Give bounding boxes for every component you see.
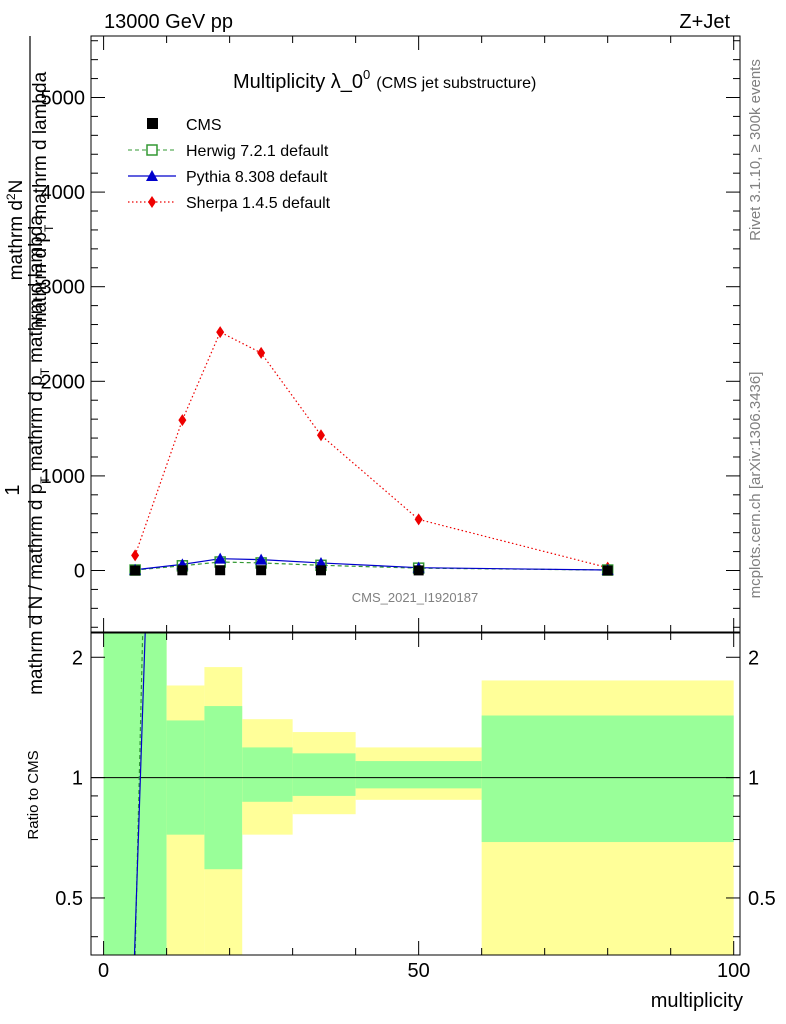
- y-label-denom-sub: T: [38, 476, 52, 484]
- header-right: Z+Jet: [679, 11, 730, 33]
- legend-cms-label: CMS: [186, 117, 222, 134]
- ratio-bands: [103, 633, 734, 955]
- ratio-ytick-label-right: 0.5: [748, 888, 776, 910]
- cms-point: [177, 565, 188, 576]
- y-label-numerator: 1: [2, 484, 24, 495]
- pythia-ratio-line: [133, 632, 146, 956]
- main-ytick-label: 4000: [41, 182, 86, 204]
- ratio-ytick-label: 1: [72, 768, 83, 790]
- ratio-ytick-labels: 0.5 0.5 1 1 2 2: [55, 647, 776, 910]
- ratio-band-inner: [481, 715, 734, 843]
- cms-point: [256, 565, 267, 576]
- y-label-top: mathrm d2N: [4, 180, 27, 281]
- y-label-denom-sub2: T: [38, 367, 52, 375]
- ratio-ticks: [91, 633, 740, 955]
- sherpa-point: [257, 346, 266, 359]
- cms-point: [602, 565, 613, 576]
- pythia-point: [214, 552, 227, 564]
- sherpa-point: [316, 429, 325, 442]
- analysis-watermark: CMS_2021_I1920187: [352, 590, 479, 605]
- main-ticks: [91, 36, 740, 632]
- ratio-xtick-labels: 0 50 100: [98, 960, 750, 982]
- main-panel-frame: [90, 35, 741, 633]
- xtick-label: 100: [717, 960, 750, 982]
- main-ytick-label: 2000: [41, 371, 86, 393]
- main-ytick-label: 0: [74, 561, 85, 583]
- main-ytick-label: 3000: [41, 277, 86, 299]
- y-label-dp: mathrm d p: [30, 232, 51, 328]
- xtick-label: 0: [98, 960, 109, 982]
- chart-title-suffix: (CMS jet substructure): [376, 75, 536, 92]
- sherpa-point: [216, 326, 225, 339]
- legend-pythia-marker: [146, 170, 158, 181]
- ratio-ytick-label-right: 1: [748, 768, 759, 790]
- y-label-top-2: mathrm d pTmathrm d lambda: [30, 71, 56, 328]
- ratio-band-inner: [204, 706, 243, 870]
- legend-cms-marker: [147, 118, 158, 129]
- main-ytick-label: 1000: [41, 466, 86, 488]
- y-label-denom-a: mathrm d N / mathrm d p: [26, 484, 47, 695]
- chart-title-main: Multiplicity λ_0: [233, 71, 363, 93]
- cms-point: [130, 565, 141, 576]
- sherpa-point: [131, 549, 140, 562]
- ratio-band-inner: [242, 747, 293, 802]
- ratio-lines: [133, 632, 146, 956]
- series-markers: [129, 326, 614, 576]
- pythia-line: [135, 558, 608, 571]
- legend-herwig-label: Herwig 7.2.1 default: [186, 143, 329, 160]
- series-lines: [134, 331, 608, 571]
- legend-herwig-marker: [146, 144, 158, 156]
- chart-title-sup: 0: [363, 67, 370, 82]
- chart-title: Multiplicity λ_00 (CMS jet substructure): [233, 67, 536, 93]
- ratio-ytick-label: 2: [72, 647, 83, 669]
- ratio-band-inner: [292, 753, 356, 796]
- ratio-panel-frame: [90, 632, 741, 956]
- y-label-top-n: N: [6, 180, 27, 194]
- legend-pythia-label: Pythia 8.308 default: [186, 169, 328, 186]
- y-label-top-sup: 2: [4, 193, 18, 200]
- sherpa-point: [414, 513, 423, 526]
- main-ytick-labels: 0 1000 2000 3000 4000 5000: [41, 87, 86, 582]
- legend-sherpa-marker: [148, 196, 156, 208]
- xtick-label: 50: [408, 960, 430, 982]
- legend: CMS Herwig 7.2.1 default Pythia 8.308 de…: [128, 117, 331, 212]
- ratio-ytick-label-right: 2: [748, 647, 759, 669]
- legend-sherpa-label: Sherpa 1.4.5 default: [186, 195, 331, 212]
- ratio-panel: 0.5 0.5 1 1 2 2 0 50 100 Ratio to CMS multiplic…: [25, 632, 776, 1012]
- mcplots-label: mcplots.cern.ch [arXiv:1306.3436]: [747, 372, 764, 599]
- ratio-y-label: Ratio to CMS: [25, 750, 42, 839]
- y-label-denom-c: mathrm d lambda: [26, 215, 47, 363]
- header-left: 13000 GeV pp: [104, 11, 233, 33]
- y-label-top-d: mathrm d: [6, 200, 27, 280]
- ratio-ytick-label: 0.5: [55, 888, 83, 910]
- ratio-band-inner: [355, 761, 482, 789]
- x-axis-label: multiplicity: [651, 990, 743, 1012]
- y-label-denom-b: mathrm d p: [26, 375, 47, 471]
- rivet-version-label: Rivet 3.1.10, ≥ 300k events: [747, 59, 764, 241]
- y-label-dlambda: mathrm d lambda: [30, 71, 51, 219]
- cms-point: [215, 565, 226, 576]
- herwig-ratio-line: [134, 632, 144, 956]
- y-label-dp-sub: T: [42, 224, 56, 232]
- pythia-point: [314, 556, 327, 568]
- cms-point: [413, 565, 424, 576]
- cms-point: [315, 565, 326, 576]
- sherpa-point: [178, 414, 187, 427]
- main-ytick-label: 5000: [41, 87, 86, 109]
- ratio-band-inner: [103, 633, 167, 955]
- sherpa-line: [134, 331, 608, 569]
- main-y-label: 1 mathrm d2N mathrm d pTmathrm d lambda …: [2, 36, 56, 695]
- pythia-point: [255, 553, 268, 565]
- y-label-denominator: mathrm d N / mathrm d pTmathrm d pTmathr…: [26, 215, 52, 695]
